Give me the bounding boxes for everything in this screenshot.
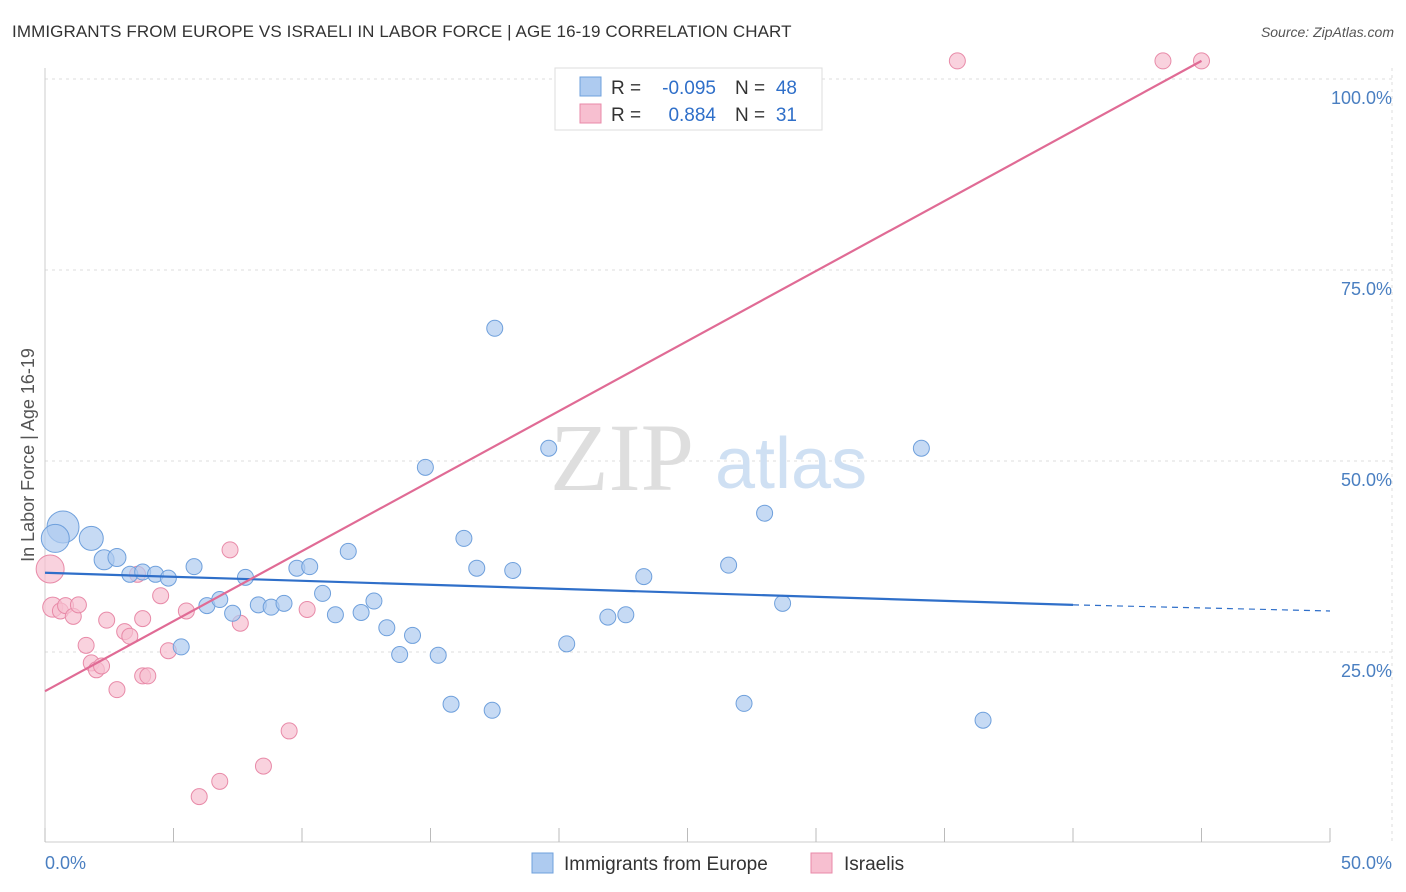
trend-line-europe-extension: [1072, 604, 1331, 612]
data-point-europe: [107, 548, 127, 567]
data-point-europe: [365, 592, 383, 610]
data-point-europe: [326, 606, 344, 624]
data-point-europe: [404, 626, 422, 644]
data-point-europe: [314, 584, 332, 602]
data-point-europe: [974, 711, 992, 729]
data-point-israelis: [108, 681, 126, 699]
data-point-israelis: [35, 554, 65, 584]
data-point-israelis: [77, 636, 95, 654]
series-legend: Immigrants from Europe Israelis: [531, 852, 904, 875]
data-point-israelis: [190, 788, 208, 806]
data-point-europe: [540, 439, 558, 457]
data-point-europe: [224, 604, 242, 622]
data-point-israelis: [221, 541, 239, 559]
data-point-europe: [40, 523, 70, 553]
data-point-israelis: [1154, 52, 1172, 70]
watermark: ZIP atlas: [550, 404, 867, 511]
series-legend-swatch-israelis: [810, 852, 833, 874]
data-point-europe: [378, 619, 396, 637]
legend-r-label-israelis: R =: [611, 105, 641, 126]
data-point-israelis: [948, 52, 966, 70]
correlation-legend: R = -0.095 N = 48 R = 0.884 N = 31: [554, 67, 823, 131]
y-tick-label: 50.0%: [1341, 470, 1392, 490]
y-tick-label: 100.0%: [1331, 88, 1392, 108]
data-point-europe: [185, 558, 203, 576]
data-point-europe: [735, 694, 753, 712]
data-point-israelis: [98, 611, 116, 629]
data-point-europe: [391, 646, 409, 664]
data-point-europe: [275, 594, 293, 612]
data-point-europe: [468, 559, 486, 577]
trend-line-europe: [44, 571, 1074, 606]
legend-swatch-europe: [579, 76, 602, 97]
data-point-europe: [429, 646, 447, 664]
series-israelis-points: [35, 52, 1210, 806]
data-point-israelis: [69, 596, 87, 614]
x-axis-ticks: [44, 828, 1331, 842]
source-label: Source: ZipAtlas.com: [1260, 24, 1394, 40]
legend-r-label-europe: R =: [611, 78, 641, 99]
legend-r-value-israelis: 0.884: [668, 105, 716, 126]
legend-n-label-europe: N =: [735, 78, 765, 99]
series-legend-swatch-europe: [531, 852, 554, 874]
data-point-europe: [416, 458, 434, 476]
data-point-israelis: [152, 587, 170, 605]
y-tick-label: 25.0%: [1341, 661, 1392, 681]
trend-line-israelis: [44, 59, 1203, 693]
data-point-europe: [352, 604, 370, 622]
data-point-europe: [486, 319, 504, 337]
data-point-europe: [78, 525, 104, 551]
data-point-europe: [504, 561, 522, 579]
data-point-europe: [159, 569, 177, 587]
data-point-israelis: [254, 757, 272, 775]
series-legend-label-europe: Immigrants from Europe: [564, 854, 768, 875]
data-point-europe: [720, 556, 738, 574]
data-point-europe: [617, 606, 635, 624]
data-point-israelis: [134, 610, 152, 628]
legend-swatch-israelis: [579, 103, 602, 124]
x-tick-label-max: 50.0%: [1341, 853, 1392, 873]
legend-n-value-israelis: 31: [776, 105, 797, 126]
data-point-europe: [442, 695, 460, 713]
data-point-europe: [774, 594, 792, 612]
data-point-europe: [912, 439, 930, 457]
data-point-israelis: [211, 772, 229, 790]
data-point-europe: [172, 638, 190, 656]
data-point-europe: [635, 568, 653, 586]
series-legend-label-israelis: Israelis: [844, 854, 904, 875]
x-tick-label-min: 0.0%: [45, 853, 86, 873]
data-point-europe: [483, 701, 501, 719]
grid-lines: [45, 68, 1393, 842]
legend-n-label-israelis: N =: [735, 105, 765, 126]
chart-title: IMMIGRANTS FROM EUROPE VS ISRAELI IN LAB…: [12, 22, 792, 41]
data-point-europe: [301, 558, 319, 576]
watermark-atlas: atlas: [715, 424, 867, 504]
legend-n-value-europe: 48: [776, 78, 797, 99]
series-europe-points: [40, 319, 992, 729]
legend-r-value-europe: -0.095: [662, 78, 716, 99]
y-tick-labels: 25.0% 50.0% 75.0% 100.0%: [1331, 88, 1392, 681]
watermark-zip: ZIP: [550, 404, 694, 511]
data-point-europe: [455, 529, 473, 547]
y-axis-label: In Labor Force | Age 16-19: [18, 348, 38, 562]
data-point-europe: [599, 608, 617, 626]
data-point-israelis: [298, 600, 316, 618]
data-point-israelis: [139, 667, 157, 685]
data-point-europe: [339, 542, 357, 560]
data-point-europe: [558, 635, 576, 653]
data-point-europe: [756, 504, 774, 522]
trend-lines: [44, 59, 1331, 693]
data-point-israelis: [280, 722, 298, 740]
y-tick-label: 75.0%: [1341, 279, 1392, 299]
